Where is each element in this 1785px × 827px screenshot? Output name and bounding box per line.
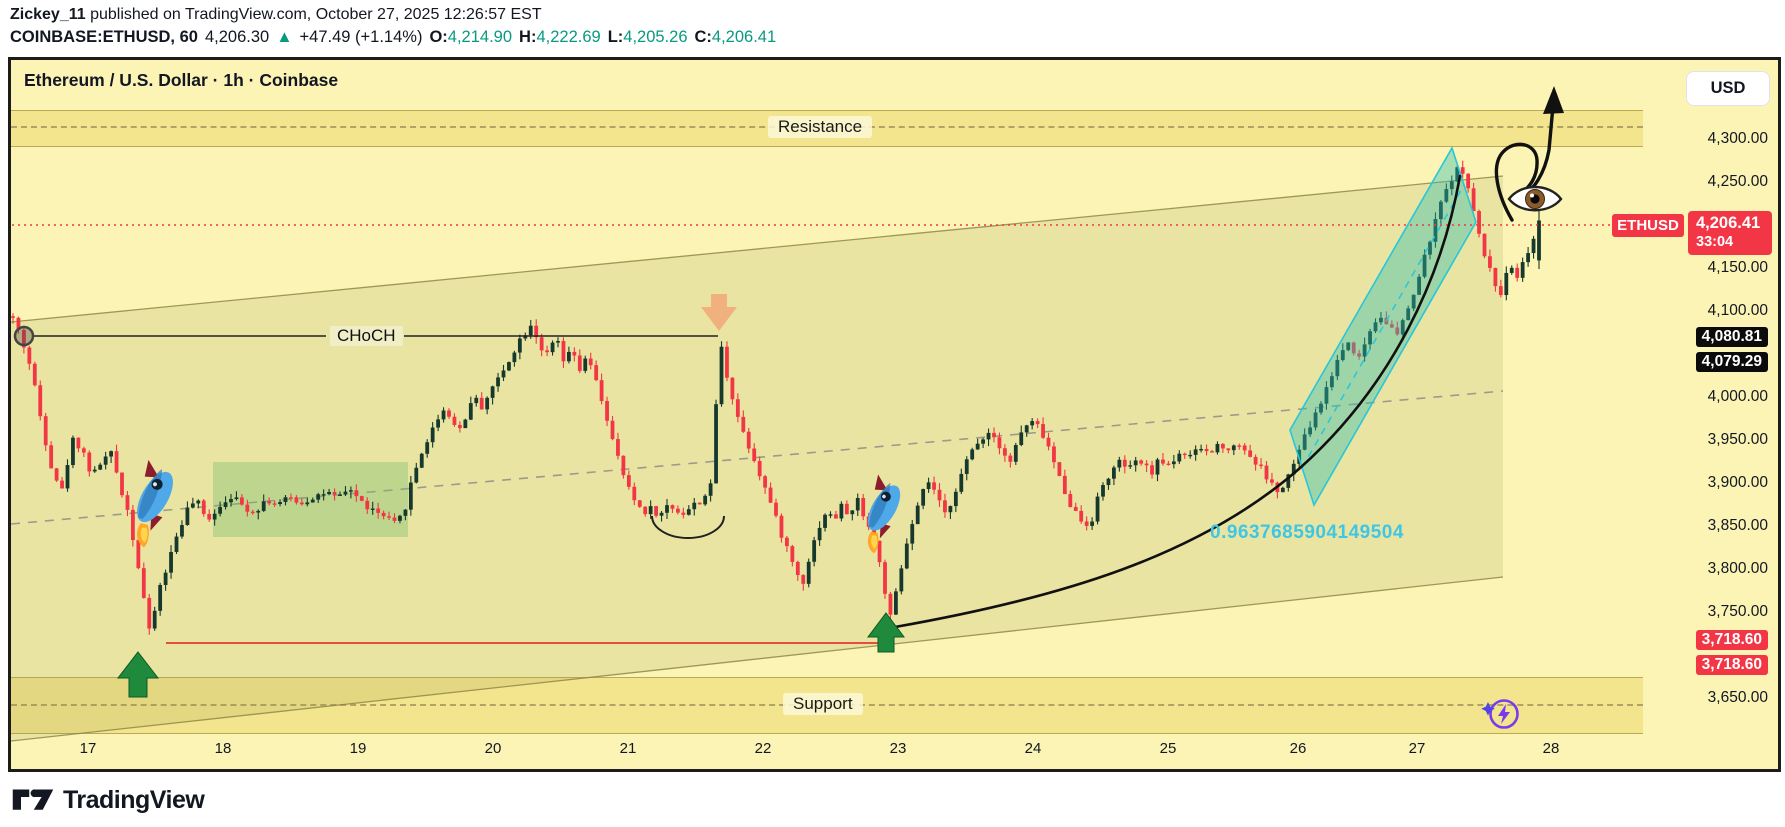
close-value: 4,206.41 [711,28,777,46]
date-tick: 25 [1159,740,1177,757]
price-tick: 3,650.00 [1707,689,1768,706]
price-tick: 4,250.00 [1707,173,1768,190]
footer-brand-bar: TradingView [0,773,1785,827]
date-tick: 23 [889,740,907,757]
price-tick: 4,300.00 [1707,130,1768,147]
publish-note: published on TradingView.com, October 27… [85,6,542,23]
author-name: Zickey_11 [10,6,86,23]
date-tick: 19 [349,740,367,757]
open-label: O: [429,28,448,46]
price-tick: 3,750.00 [1707,603,1768,620]
chart-canvas[interactable] [8,57,1781,772]
chart-title: Ethereum / U.S. Dollar · 1h · Coinbase [24,70,339,90]
resistance-label: Resistance [768,116,873,138]
date-tick: 21 [619,740,637,757]
price-tick: 4,080.81 [1695,327,1768,347]
date-tick: 27 [1408,740,1426,757]
price-tick: 3,718.60 [1695,655,1768,675]
current-price-box: 4,206.41 33:04 [1688,211,1772,255]
support-label: Support [783,693,863,715]
open-value: 4,214.90 [447,28,513,46]
date-tick: 22 [754,740,772,757]
date-tick: 20 [484,740,502,757]
date-tick: 18 [214,740,232,757]
price-tick: 3,850.00 [1707,517,1768,534]
publish-byline: Zickey_11 published on TradingView.com, … [10,6,542,24]
date-tick: 24 [1024,740,1042,757]
low-label: L: [607,28,624,46]
price-tick: 4,150.00 [1707,259,1768,276]
time-axis[interactable]: 17 18 19 20 21 22 23 24 25 26 27 28 [8,740,1775,766]
currency-toggle-button[interactable]: USD [1686,71,1770,106]
symbol-price-tag: ETHUSD [1612,214,1684,237]
tradingview-logo-text[interactable]: TradingView [63,785,205,814]
price-tick: 3,950.00 [1707,431,1768,448]
date-tick: 26 [1289,740,1307,757]
price-tick: 4,000.00 [1707,388,1768,405]
low-value: 4,205.26 [623,28,688,46]
bar-countdown: 33:04 [1696,234,1734,250]
price-tick: 4,100.00 [1707,302,1768,319]
high-value: 4,222.69 [536,28,601,46]
up-arrow-icon: ▲ [276,28,293,46]
symbol-ohlc-row: COINBASE:ETHUSD, 60 4,206.30 ▲ +47.49 (+… [10,28,776,47]
date-tick: 28 [1542,740,1560,757]
price-tick: 3,718.60 [1695,630,1768,650]
tradingview-logo-icon[interactable] [12,784,54,816]
price-axis[interactable]: 4,300.00 4,250.00 4,150.00 4,100.00 4,080.81… [1686,57,1776,757]
date-tick: 17 [79,740,97,757]
price-tick: 4,079.29 [1695,352,1768,372]
price-change: +47.49 (+1.14%) [299,28,423,46]
high-label: H: [519,28,537,46]
current-price-value: 4,206.41 [1696,214,1761,232]
price-tick: 3,800.00 [1707,560,1768,577]
symbol-interval: COINBASE:ETHUSD, 60 [10,28,198,46]
close-label: C: [694,28,712,46]
fib-ratio-value: 0.9637685904149504 [1210,522,1404,543]
choch-label: CHoCH [330,326,403,346]
last-price: 4,206.30 [204,28,270,46]
price-tick: 3,900.00 [1707,474,1768,491]
